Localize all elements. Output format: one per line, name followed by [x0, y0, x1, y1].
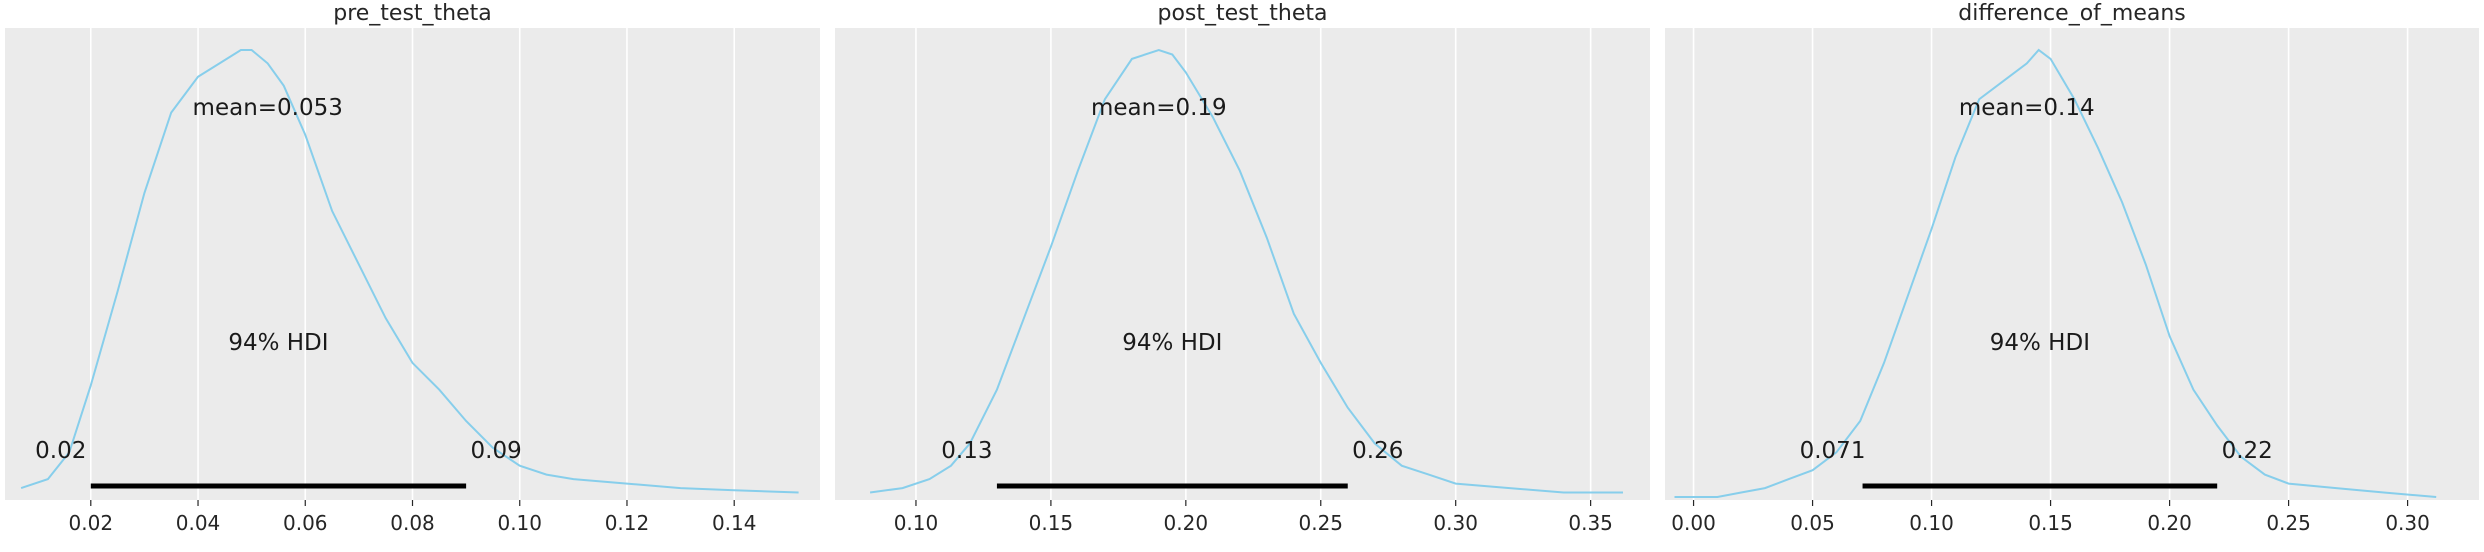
x-tick-label: 0.20	[2147, 511, 2192, 535]
x-tick-label: 0.15	[1029, 511, 1074, 535]
x-tick-label: 0.14	[712, 511, 757, 535]
hdi-low-label: 0.02	[35, 438, 86, 464]
hdi-label: 94% HDI	[1990, 330, 2090, 356]
panel-title: difference_of_means	[1958, 1, 2186, 26]
hdi-high-label: 0.09	[471, 438, 522, 464]
density-curve	[869, 48, 1623, 494]
x-tick-label: 0.20	[1164, 511, 1209, 535]
density-curve	[1674, 48, 2437, 498]
x-tick-label: 0.30	[1433, 511, 1478, 535]
panel-difference_of_means: difference_of_means 0.00 0.05 0.10 0.15 0.20 0…	[1665, 1, 2479, 535]
mean-label: mean=0.14	[1959, 95, 2095, 121]
hdi-low-label: 0.13	[941, 438, 992, 464]
mean-label: mean=0.053	[193, 95, 343, 121]
x-tick-label: 0.35	[1568, 511, 1613, 535]
density-curve	[20, 49, 799, 494]
x-tick-label: 0.12	[605, 511, 650, 535]
x-tick-label: 0.10	[497, 511, 542, 535]
plot-area	[835, 28, 1650, 500]
x-tick-label: 0.10	[894, 511, 939, 535]
x-tick-label: 0.25	[1298, 511, 1343, 535]
panel-post_test_theta: post_test_theta 0.10 0.15 0.20 0.25 0.30 0.35 m…	[835, 1, 1650, 535]
x-tick-label: 0.04	[176, 511, 221, 535]
x-tick-label: 0.06	[283, 511, 328, 535]
x-tick-label: 0.25	[2266, 511, 2311, 535]
panel-pre_test_theta: pre_test_theta 0.02 0.04 0.06 0.08 0.10 0.12 0.…	[5, 1, 820, 535]
panel-title: post_test_theta	[1158, 1, 1328, 26]
plot-area	[1665, 28, 2479, 500]
hdi-label: 94% HDI	[1122, 330, 1222, 356]
hdi-high-label: 0.26	[1352, 438, 1403, 464]
x-tick-label: 0.15	[2028, 511, 2073, 535]
x-tick-label: 0.00	[1671, 511, 1716, 535]
mean-label: mean=0.19	[1091, 95, 1227, 121]
x-tick-label: 0.10	[1909, 511, 1954, 535]
hdi-label: 94% HDI	[228, 330, 328, 356]
x-tick-label: 0.02	[69, 511, 114, 535]
x-tick-label: 0.05	[1790, 511, 1835, 535]
panel-title: pre_test_theta	[333, 1, 492, 26]
x-tick-label: 0.30	[2385, 511, 2430, 535]
hdi-high-label: 0.22	[2222, 438, 2273, 464]
hdi-low-label: 0.071	[1800, 438, 1866, 464]
x-tick-label: 0.08	[390, 511, 435, 535]
